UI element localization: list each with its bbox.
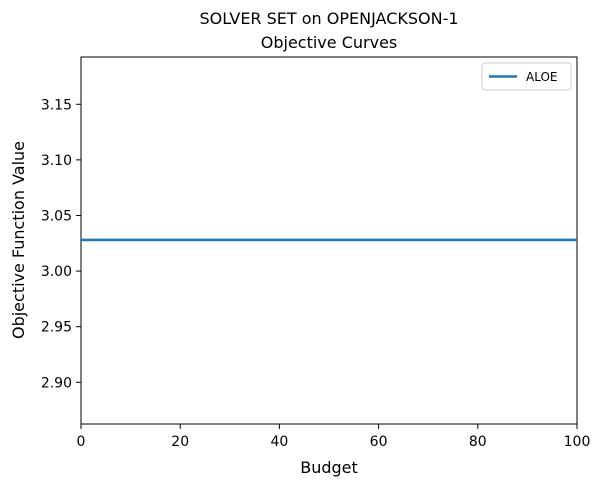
x-axis-ticks: 0 20 40 60 80 100 — [77, 424, 591, 450]
x-axis-label: Budget — [300, 458, 358, 477]
chart-subtitle: Objective Curves — [261, 33, 398, 52]
y-tick-label: 3.05 — [41, 208, 72, 224]
x-tick-label: 40 — [270, 434, 288, 450]
y-tick-label: 2.95 — [41, 320, 72, 336]
legend-box — [481, 62, 572, 91]
y-tick-label: 2.90 — [41, 375, 72, 391]
y-tick-label: 3.00 — [41, 264, 72, 280]
y-axis-label: Objective Function Value — [9, 141, 28, 339]
y-tick-label: 3.15 — [41, 97, 72, 113]
x-tick-label: 60 — [370, 434, 388, 450]
x-tick-label: 0 — [77, 434, 86, 450]
x-tick-label: 80 — [469, 434, 487, 450]
legend: ALOE — [481, 62, 572, 91]
chart-title: SOLVER SET on OPENJACKSON-1 — [199, 9, 458, 28]
y-axis-ticks: 2.90 2.95 3.00 3.05 3.10 3.15 — [41, 97, 81, 391]
x-tick-label: 100 — [564, 434, 591, 450]
x-tick-label: 20 — [171, 434, 189, 450]
legend-label: ALOE — [526, 70, 558, 84]
y-tick-label: 3.10 — [41, 153, 72, 169]
